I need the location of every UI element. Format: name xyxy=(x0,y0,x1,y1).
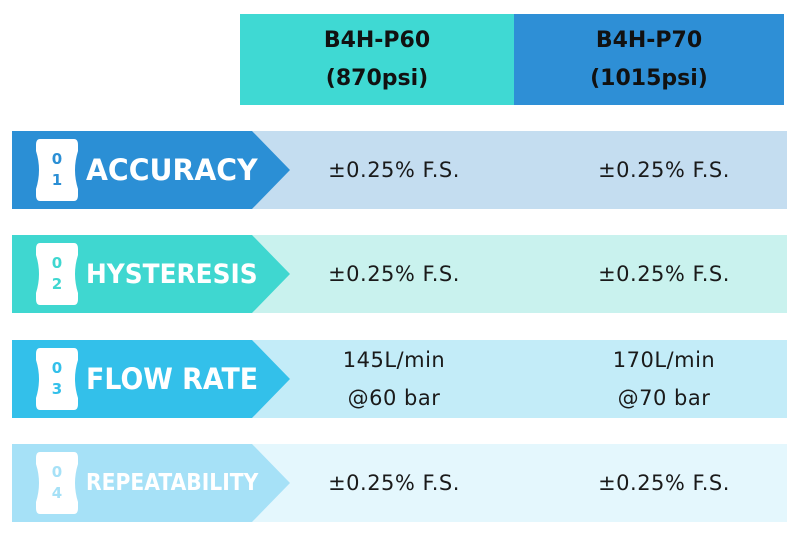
spec-row-flow-rate: 0 3 FLOW RATE 145L/min @60 bar 170L/min … xyxy=(12,340,787,418)
row-number-badge: 0 2 xyxy=(34,241,80,307)
value-line: ±0.25% F.S. xyxy=(598,158,730,182)
value-line: ±0.25% F.S. xyxy=(598,471,730,495)
spec-row-accuracy: 0 1 ACCURACY ±0.25% F.S. ±0.25% F.S. xyxy=(12,131,787,209)
value-cell-b4h-p70: ±0.25% F.S. xyxy=(544,235,784,313)
value-line: ±0.25% F.S. xyxy=(328,158,460,182)
value-line: 170L/min xyxy=(612,348,716,372)
value-cell-b4h-p70: ±0.25% F.S. xyxy=(544,131,784,209)
value-line: ±0.25% F.S. xyxy=(328,471,460,495)
row-number-badge: 0 1 xyxy=(34,137,80,203)
badge-shape xyxy=(36,139,78,201)
value-cell-b4h-p70: ±0.25% F.S. xyxy=(544,444,784,522)
badge-shape xyxy=(36,243,78,305)
label-arrow-shape xyxy=(12,131,290,209)
value-line: ±0.25% F.S. xyxy=(598,262,730,286)
column-pressure: (1015psi) xyxy=(590,65,708,91)
label-arrow-shape xyxy=(12,444,290,522)
value-cell-b4h-p70: 170L/min @70 bar xyxy=(544,340,784,418)
row-number-badge: 0 3 xyxy=(34,346,80,412)
row-number-digit: 0 xyxy=(51,463,63,481)
row-number-digit: 0 xyxy=(51,359,63,377)
label-arrow-shape xyxy=(12,340,290,418)
value-line: @60 bar xyxy=(347,386,441,410)
badge-shape xyxy=(36,452,78,514)
row-number-digit: 2 xyxy=(51,275,63,293)
row-number-digit: 3 xyxy=(51,380,63,398)
row-label: REPEATABILITY xyxy=(86,470,259,496)
row-label: FLOW RATE xyxy=(86,362,259,396)
column-header-b4h-p60: B4H-P60 (870psi) xyxy=(240,14,514,105)
value-line: @70 bar xyxy=(617,386,711,410)
row-number-digit: 0 xyxy=(51,150,63,168)
value-cell-b4h-p60: ±0.25% F.S. xyxy=(274,131,514,209)
value-cell-b4h-p60: 145L/min @60 bar xyxy=(274,340,514,418)
row-label: HYSTERESIS xyxy=(86,258,258,290)
column-model: B4H-P70 xyxy=(595,27,703,53)
value-cell-b4h-p60: ±0.25% F.S. xyxy=(274,235,514,313)
column-pressure: (870psi) xyxy=(325,65,429,91)
spec-row-repeatability: 0 4 REPEATABILITY ±0.25% F.S. ±0.25% F.S… xyxy=(12,444,787,522)
row-label: ACCURACY xyxy=(86,153,258,187)
value-line: 145L/min xyxy=(342,348,446,372)
spec-row-hysteresis: 0 2 HYSTERESIS ±0.25% F.S. ±0.25% F.S. xyxy=(12,235,787,313)
row-number-digit: 0 xyxy=(51,254,63,272)
column-model: B4H-P60 xyxy=(323,27,431,53)
row-number-digit: 1 xyxy=(51,171,63,189)
row-number-digit: 4 xyxy=(51,484,63,502)
row-number-badge: 0 4 xyxy=(34,450,80,516)
value-cell-b4h-p60: ±0.25% F.S. xyxy=(274,444,514,522)
value-line: ±0.25% F.S. xyxy=(328,262,460,286)
column-header-b4h-p70: B4H-P70 (1015psi) xyxy=(514,14,784,105)
label-arrow-shape xyxy=(12,235,290,313)
badge-shape xyxy=(36,348,78,410)
